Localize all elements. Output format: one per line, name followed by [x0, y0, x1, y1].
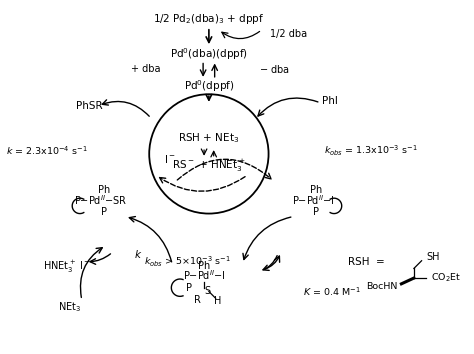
- Text: NEt$_3$: NEt$_3$: [58, 300, 81, 314]
- Text: PhI: PhI: [322, 96, 338, 106]
- Text: $K$ = 0.4 M$^{-1}$: $K$ = 0.4 M$^{-1}$: [303, 285, 361, 298]
- Text: Ph: Ph: [310, 185, 322, 195]
- Text: P: P: [186, 283, 191, 293]
- Text: R: R: [194, 295, 201, 305]
- Text: RSH + NEt$_3$: RSH + NEt$_3$: [178, 132, 239, 145]
- Text: P$-$Pd$^{II}$$-$I: P$-$Pd$^{II}$$-$I: [292, 193, 334, 207]
- Text: I$^-$: I$^-$: [164, 153, 176, 165]
- Text: Ph: Ph: [98, 185, 110, 195]
- Text: RSH  =: RSH =: [348, 257, 385, 267]
- Text: 1/2 dba: 1/2 dba: [270, 29, 307, 39]
- Text: Pd$^0$(dppf): Pd$^0$(dppf): [183, 79, 234, 95]
- Text: BocHN: BocHN: [366, 282, 398, 291]
- Text: PhSR: PhSR: [76, 101, 103, 111]
- Text: $k_{obs}$ > 5$\times$10$^{-3}$ s$^{-1}$: $k_{obs}$ > 5$\times$10$^{-3}$ s$^{-1}$: [144, 255, 231, 269]
- Text: P$-$Pd$^{II}$$-$I: P$-$Pd$^{II}$$-$I: [183, 268, 226, 282]
- Text: H: H: [214, 296, 221, 306]
- Text: RS$^-$ + HNEt$_3^+$: RS$^-$ + HNEt$_3^+$: [172, 158, 246, 173]
- Text: HNEt$_3^+$ I$^-$: HNEt$_3^+$ I$^-$: [43, 258, 91, 275]
- Text: 1/2 Pd$_2$(dba)$_3$ + dppf: 1/2 Pd$_2$(dba)$_3$ + dppf: [154, 12, 264, 26]
- Text: P$-$Pd$^{II}$$-$SR: P$-$Pd$^{II}$$-$SR: [74, 193, 128, 207]
- Text: $k$: $k$: [135, 248, 143, 260]
- Text: CO$_2$Et: CO$_2$Et: [431, 272, 461, 284]
- Text: P: P: [313, 207, 319, 217]
- Text: $k$ = 2.3x10$^{-4}$ s$^{-1}$: $k$ = 2.3x10$^{-4}$ s$^{-1}$: [6, 145, 88, 157]
- Text: P: P: [101, 207, 107, 217]
- Text: Ph: Ph: [198, 261, 210, 270]
- Text: $k_{obs}$ = 1.3x10$^{-3}$ s$^{-1}$: $k_{obs}$ = 1.3x10$^{-3}$ s$^{-1}$: [324, 144, 418, 158]
- Text: SH: SH: [427, 252, 440, 262]
- Text: + dba: + dba: [131, 64, 161, 74]
- Text: $-$ dba: $-$ dba: [259, 63, 290, 75]
- Text: Pd$^0$(dba)(dppf): Pd$^0$(dba)(dppf): [170, 46, 248, 62]
- Text: S: S: [204, 286, 210, 296]
